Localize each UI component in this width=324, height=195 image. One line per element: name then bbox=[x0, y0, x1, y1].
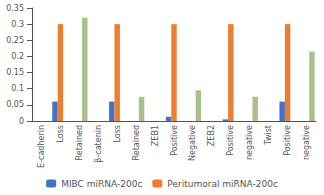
svg-text:β-catenin: β-catenin bbox=[94, 125, 103, 163]
svg-text:Negative: Negative bbox=[188, 125, 197, 161]
svg-text:ZEB2: ZEB2 bbox=[207, 125, 216, 146]
svg-text:0.35: 0.35 bbox=[6, 4, 24, 13]
svg-text:Retained: Retained bbox=[132, 125, 141, 160]
svg-text:Twist: Twist bbox=[264, 125, 273, 146]
svg-text:negative: negative bbox=[302, 125, 311, 160]
svg-text:Peritumoral miRNA-200c: Peritumoral miRNA-200c bbox=[167, 179, 278, 189]
svg-text:Positive: Positive bbox=[226, 125, 235, 156]
svg-text:ZEB1: ZEB1 bbox=[151, 125, 160, 146]
svg-text:MIBC miRNA-200c: MIBC miRNA-200c bbox=[61, 179, 142, 189]
svg-text:0.05: 0.05 bbox=[6, 100, 24, 109]
svg-text:Loss: Loss bbox=[56, 125, 65, 143]
svg-text:0.3: 0.3 bbox=[11, 20, 24, 29]
svg-text:0.1: 0.1 bbox=[11, 84, 24, 93]
svg-text:0: 0 bbox=[19, 117, 24, 126]
svg-text:Retained: Retained bbox=[75, 125, 84, 160]
svg-text:Positive: Positive bbox=[170, 125, 179, 156]
svg-text:Loss: Loss bbox=[113, 125, 122, 143]
svg-text:0.15: 0.15 bbox=[6, 68, 24, 77]
svg-text:Positive: Positive bbox=[283, 125, 292, 156]
svg-text:0.2: 0.2 bbox=[11, 52, 24, 61]
svg-text:0.25: 0.25 bbox=[6, 36, 24, 45]
svg-text:E-cadherin: E-cadherin bbox=[37, 125, 46, 168]
svg-text:negative: negative bbox=[245, 125, 254, 160]
